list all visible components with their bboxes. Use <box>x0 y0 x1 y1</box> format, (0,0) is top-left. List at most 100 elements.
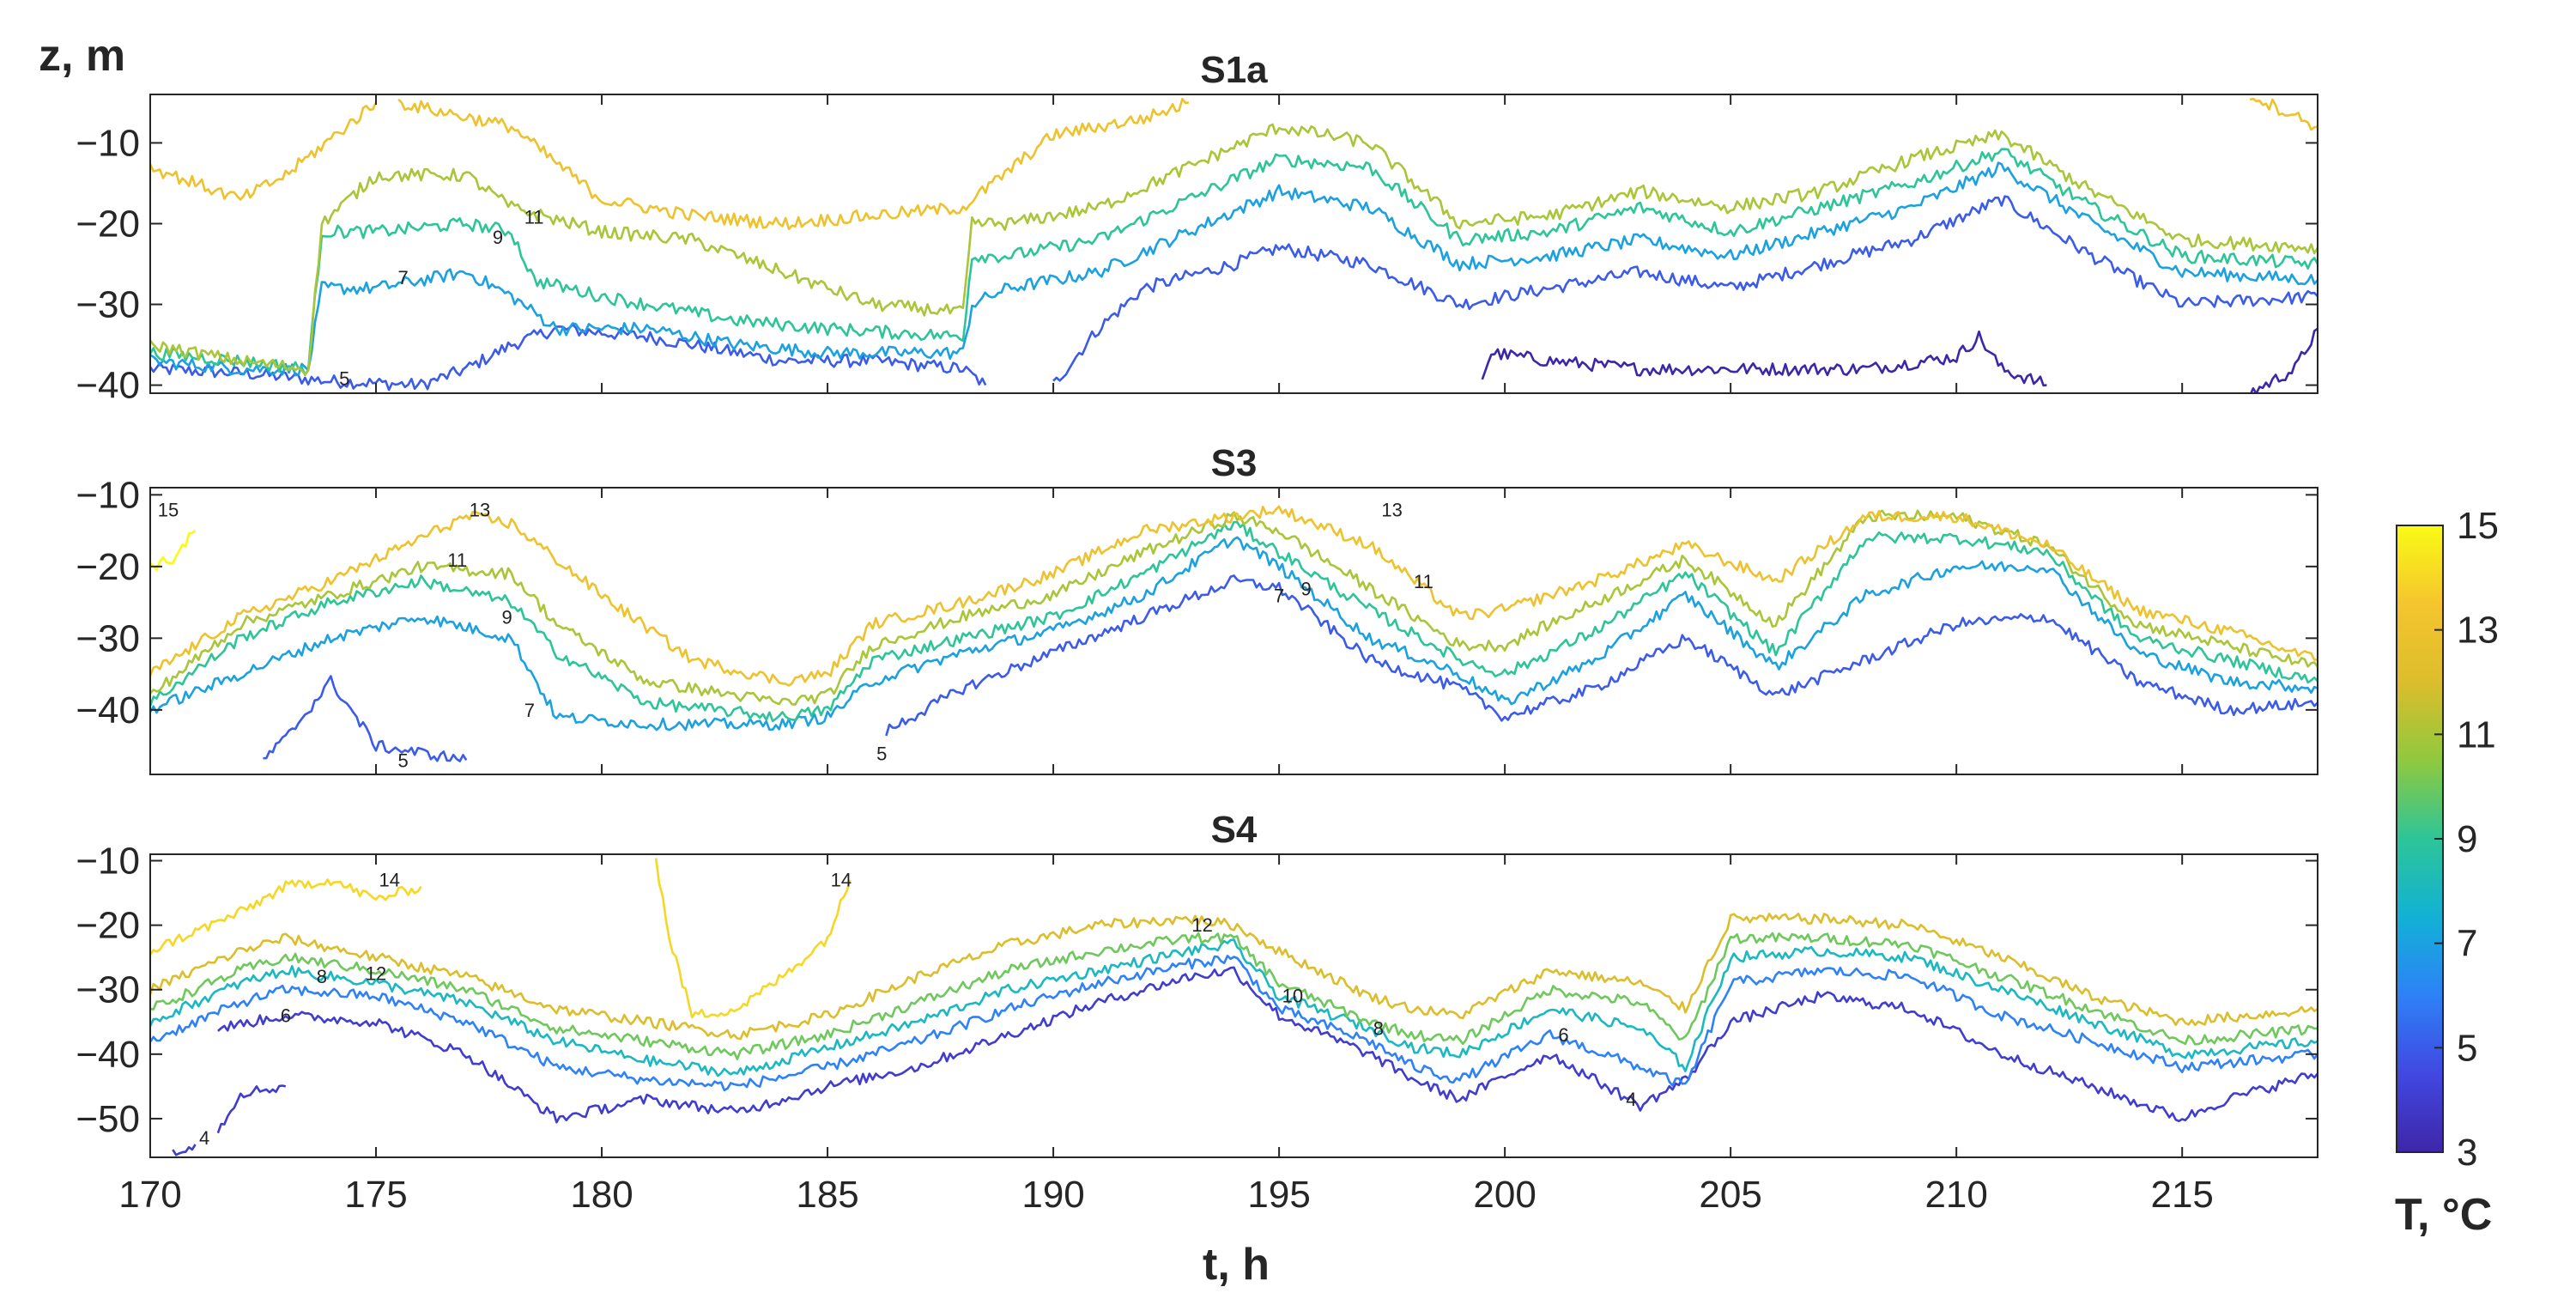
isotherm-line-8 <box>150 938 2318 1077</box>
y-tick-label: −10 <box>76 122 140 164</box>
isotherm-label: 10 <box>1282 986 1303 1007</box>
y-tick-label: −30 <box>76 617 140 659</box>
y-tick-label: −40 <box>76 689 140 731</box>
isotherm-label: 8 <box>317 966 327 987</box>
isotherm-line-5 <box>150 323 987 392</box>
colorbar-tick-label: 13 <box>2457 610 2499 652</box>
isotherm-label: 5 <box>397 750 408 772</box>
isotherm-line-11 <box>150 509 2318 706</box>
isotherm-label: 5 <box>876 743 887 764</box>
isotherm-label: 11 <box>524 206 544 228</box>
colorbar-label: T, °C <box>2395 1190 2492 1240</box>
isotherm-label: 14 <box>379 870 400 891</box>
isotherm-line-4b <box>216 1084 287 1134</box>
x-tick-label: 190 <box>1021 1174 1084 1216</box>
x-tick-label: 170 <box>118 1174 181 1216</box>
isotherm-line-7 <box>150 161 2318 377</box>
isotherm-label: 7 <box>397 267 408 288</box>
isotherm-label: 12 <box>1191 914 1212 936</box>
isotherm-line-5b <box>1052 195 2318 382</box>
y-tick-label: −40 <box>76 1034 140 1076</box>
isotherm-line-9 <box>150 148 2318 376</box>
isotherm-line-6 <box>150 955 2318 1092</box>
x-tick-label: 175 <box>344 1174 407 1216</box>
panel-frame <box>149 853 2318 1158</box>
isotherm-line-13 <box>150 101 378 201</box>
isotherm-line-11 <box>150 123 2318 376</box>
isotherm-label: 13 <box>1381 499 1402 520</box>
colorbar-tick-label: 5 <box>2457 1027 2477 1069</box>
isotherm-label: 13 <box>470 499 490 520</box>
y-tick-label: −20 <box>76 905 140 947</box>
isotherm-label: 11 <box>447 549 467 571</box>
isotherm-line-5b <box>885 574 2318 737</box>
isotherm-label: 7 <box>1274 586 1284 607</box>
panel-s4: S4 14 14 12 12 8 6 4 10 8 6 4 −10 −20 −30 −40 −50 170 175 1… <box>76 809 2318 1216</box>
x-tick-label: 200 <box>1473 1174 1536 1216</box>
y-tick-label: −10 <box>76 841 140 883</box>
y-tick-label: −40 <box>76 365 140 407</box>
panel-title: S1a <box>1200 49 1268 91</box>
x-tick-label: 205 <box>1699 1174 1761 1216</box>
panel-frame <box>149 94 2318 394</box>
isotherm-label: 11 <box>1414 571 1433 592</box>
isotherm-line-3 <box>1481 330 2047 387</box>
isotherm-line-4c <box>217 966 2318 1124</box>
x-tick-label: 210 <box>1924 1174 1987 1216</box>
panel-frame <box>149 487 2318 775</box>
colorbar-tick-label: 7 <box>2457 923 2477 965</box>
colorbar-tick-label: 9 <box>2457 818 2477 860</box>
isotherm-line-12 <box>150 912 2318 1041</box>
isotherm-label: 4 <box>199 1127 209 1149</box>
y-tick-label: −20 <box>76 546 140 588</box>
colorbar-tick-label: 3 <box>2457 1132 2477 1174</box>
isotherm-line-5 <box>263 675 468 762</box>
colorbar: 3 5 7 9 11 13 15 T, °C <box>2395 505 2499 1240</box>
panel-title: S3 <box>1211 442 1258 484</box>
isotherm-label: 12 <box>366 962 386 984</box>
x-tick-label: 180 <box>570 1174 633 1216</box>
isotherm-label: 4 <box>1626 1089 1636 1110</box>
y-axis-label: z, m <box>39 31 125 81</box>
isotherm-label: 9 <box>501 607 512 628</box>
x-tick-label: 185 <box>796 1174 858 1216</box>
isotherm-label: 9 <box>493 227 503 248</box>
isotherm-label: 15 <box>158 499 179 520</box>
isotherm-line-13b <box>397 98 1190 230</box>
y-tick-label: −10 <box>76 474 140 516</box>
panel-s1a: S1a 11 9 7 5 −10 −20 −30 −40 <box>76 49 2318 407</box>
panel-title: S4 <box>1211 809 1258 851</box>
isotherm-label: 9 <box>1301 578 1312 599</box>
x-axis-label: t, h <box>1203 1240 1270 1290</box>
y-tick-label: −30 <box>76 284 140 326</box>
isotherm-line-14b <box>654 858 852 1019</box>
isotherm-line-14 <box>150 878 422 956</box>
isotherm-line-4 <box>172 1144 197 1156</box>
colorbar-tick-label: 11 <box>2457 713 2496 756</box>
isotherm-label: 14 <box>831 870 852 891</box>
isotherm-line-9 <box>150 520 2318 723</box>
x-tick-label: 215 <box>2150 1174 2213 1216</box>
series-group <box>150 858 2318 1156</box>
series-group <box>150 505 2318 762</box>
isotherm-line-10 <box>150 932 2318 1060</box>
y-tick-label: −30 <box>76 969 140 1011</box>
isotherm-label: 7 <box>524 700 535 721</box>
series-group <box>150 97 2318 393</box>
x-tick-label: 195 <box>1247 1174 1310 1216</box>
isotherm-line-3b <box>2250 327 2318 393</box>
colorbar-tick-label: 15 <box>2457 505 2499 547</box>
colorbar-ticks: 3 5 7 9 11 13 15 <box>2434 505 2499 1174</box>
isotherm-label: 5 <box>339 368 349 390</box>
isotherm-label: 6 <box>1558 1024 1568 1046</box>
isotherm-line-7 <box>150 536 2318 731</box>
isotherm-label: 8 <box>1373 1017 1384 1039</box>
y-tick-label: −20 <box>76 203 140 245</box>
y-tick-label: −50 <box>76 1098 140 1140</box>
isotherm-label: 6 <box>281 1005 291 1026</box>
isotherm-line-13 <box>150 505 2318 687</box>
isotherm-line-15 <box>150 530 197 571</box>
